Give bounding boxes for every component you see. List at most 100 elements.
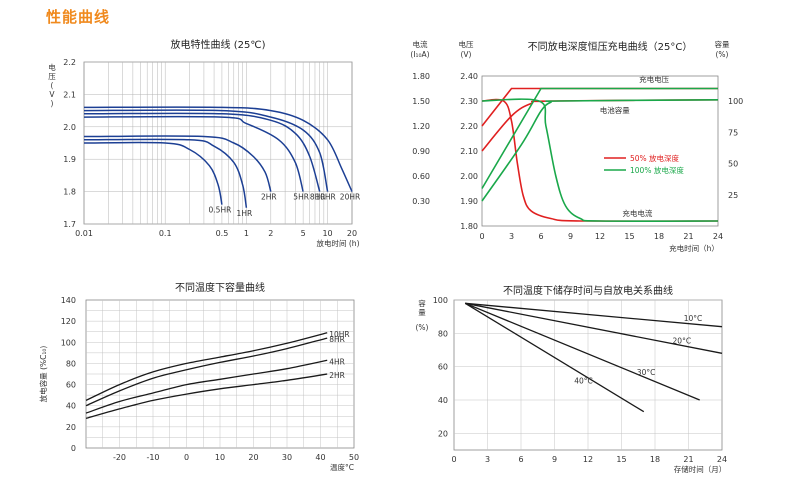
y-tick-label: 2.2 bbox=[63, 58, 76, 67]
current-axis-label: 电流 bbox=[413, 39, 428, 49]
x-tick-label: 6 bbox=[538, 232, 543, 241]
legend-label: 50% 放电深度 bbox=[630, 153, 680, 163]
series-label: 20°C bbox=[673, 336, 692, 345]
x-tick-label: 20 bbox=[248, 453, 258, 462]
x-tick-label: 5 bbox=[301, 229, 306, 238]
x-tick-label: 2 bbox=[268, 229, 273, 238]
series-label: 10HR bbox=[329, 330, 349, 339]
current-tick-label: 0.90 bbox=[412, 147, 430, 156]
x-tick-label: 18 bbox=[654, 232, 664, 241]
chart-title: 不同温度下容量曲线 bbox=[175, 281, 265, 294]
voltage-axis-unit: (V) bbox=[461, 50, 472, 59]
series-label: 0.5HR bbox=[209, 206, 232, 215]
series-line-10HR bbox=[83, 109, 329, 192]
series-line-20°C bbox=[465, 302, 723, 354]
series-label: 40°C bbox=[574, 376, 593, 385]
capacity-tick-label: 100 bbox=[728, 97, 743, 106]
charging-chart: 0 3 6 9 12 15 18 21 24 1.80 1.90 2.00 2.10 2.20 2.30 2.… bbox=[410, 39, 743, 253]
voltage-tick-label: 2.20 bbox=[460, 122, 478, 131]
x-tick-label: 3 bbox=[485, 455, 490, 464]
chart-title: 不同放电深度恒压充电曲线（25°C） bbox=[528, 40, 693, 53]
x-axis-label: 温度°C bbox=[330, 462, 354, 472]
x-tick-label: 20 bbox=[347, 229, 357, 238]
x-tick-label: 21 bbox=[683, 232, 693, 241]
series-line-10HR bbox=[85, 332, 328, 401]
series-label: 4HR bbox=[329, 357, 345, 366]
series-label: 8HR bbox=[310, 193, 326, 202]
x-tick-label: 18 bbox=[650, 455, 660, 464]
series-label: 30°C bbox=[637, 368, 656, 377]
x-tick-label: 21 bbox=[683, 455, 693, 464]
y-tick-label: 2.0 bbox=[63, 123, 76, 132]
series-label: 10°C bbox=[684, 314, 703, 323]
y-tick-label: 1.9 bbox=[63, 155, 76, 164]
x-tick-label: 15 bbox=[616, 455, 626, 464]
y-tick-label: 100 bbox=[61, 338, 76, 347]
series-line-2HR bbox=[83, 135, 272, 192]
x-tick-label: 1 bbox=[244, 229, 249, 238]
capacity-tick-label: 75 bbox=[728, 128, 738, 137]
y-tick-label: 40 bbox=[438, 396, 448, 405]
series-line-100%-voltage bbox=[481, 87, 718, 189]
x-tick-label: 15 bbox=[624, 232, 634, 241]
y-tick-label: 120 bbox=[61, 317, 76, 326]
capacity-axis-label: 容量 bbox=[715, 39, 730, 49]
series-line-4HR bbox=[85, 359, 328, 414]
y-tick-label: 0 bbox=[71, 444, 76, 453]
voltage-tick-label: 1.90 bbox=[460, 197, 478, 206]
x-tick-label: 10 bbox=[322, 229, 332, 238]
current-tick-label: 1.50 bbox=[412, 97, 430, 106]
y-axis-label: 容量 bbox=[418, 298, 426, 317]
discharge-chart: 0.01 0.1 0.5 1 2 5 10 20 1.7 1.8 1.9 2.0 2.1 2.2 放电特性曲… bbox=[48, 38, 360, 248]
current-tick-label: 0.30 bbox=[412, 197, 430, 206]
y-tick-label: 40 bbox=[66, 402, 76, 411]
series-line-0.5HR bbox=[83, 141, 223, 205]
series-line-30°C bbox=[464, 302, 700, 401]
x-tick-label: 0.1 bbox=[159, 229, 172, 238]
voltage-axis-label: 电压 bbox=[459, 39, 474, 49]
y-tick-label: 60 bbox=[438, 363, 448, 372]
series-label: 8HR bbox=[329, 335, 345, 344]
legend-label: 100% 放电深度 bbox=[630, 165, 684, 175]
current-tick-label: 0.60 bbox=[412, 172, 430, 181]
capacity-tick-label: 25 bbox=[728, 191, 738, 200]
x-tick-label: -20 bbox=[113, 453, 126, 462]
series-label: 20HR bbox=[340, 193, 360, 202]
x-tick-label: 24 bbox=[717, 455, 727, 464]
x-axis-label: 充电时间（h） bbox=[669, 243, 719, 253]
self-discharge-chart: 0 3 6 9 12 15 18 21 24 20 40 60 80 100 不同温度下储存时间与自放电关系… bbox=[416, 284, 728, 474]
page-title: 性能曲线 bbox=[46, 8, 111, 26]
series-label: 2HR bbox=[261, 193, 277, 202]
x-tick-label: 0 bbox=[479, 232, 484, 241]
x-axis-label: 存储时间（月） bbox=[674, 464, 727, 474]
series-label: 2HR bbox=[329, 371, 345, 380]
series-label: 5HR bbox=[293, 193, 309, 202]
series-line-8HR bbox=[85, 337, 328, 407]
y-tick-label: 80 bbox=[438, 329, 448, 338]
x-tick-label: 12 bbox=[595, 232, 605, 241]
series-line-50%-current bbox=[481, 98, 719, 222]
capacity-tick-label: 50 bbox=[728, 160, 738, 169]
series-line-40°C bbox=[464, 302, 645, 413]
chart-title: 放电特性曲线 (25℃) bbox=[171, 38, 266, 51]
x-tick-label: 0.5 bbox=[216, 229, 229, 238]
x-tick-label: 9 bbox=[568, 232, 573, 241]
y-axis-label: 电压(V) bbox=[48, 62, 56, 108]
x-tick-label: -10 bbox=[146, 453, 159, 462]
x-axis-label: 放电时间 (h) bbox=[317, 238, 360, 248]
x-tick-label: 3 bbox=[509, 232, 514, 241]
y-tick-label: 60 bbox=[66, 381, 76, 390]
current-axis-unit: (I₁₀A) bbox=[410, 50, 429, 59]
x-tick-label: 50 bbox=[349, 453, 359, 462]
y-tick-label: 20 bbox=[438, 429, 448, 438]
series-line-10°C bbox=[465, 302, 723, 328]
y-tick-label: 1.8 bbox=[63, 188, 76, 197]
x-tick-label: 0.01 bbox=[75, 229, 93, 238]
x-tick-label: 10 bbox=[215, 453, 225, 462]
y-tick-label: 1.7 bbox=[63, 220, 76, 229]
x-tick-label: 0 bbox=[451, 455, 456, 464]
voltage-tick-label: 2.10 bbox=[460, 147, 478, 156]
annotation-capacity: 电池容量 bbox=[600, 105, 630, 115]
series-line-2HR bbox=[85, 373, 328, 420]
voltage-tick-label: 2.00 bbox=[460, 172, 478, 181]
